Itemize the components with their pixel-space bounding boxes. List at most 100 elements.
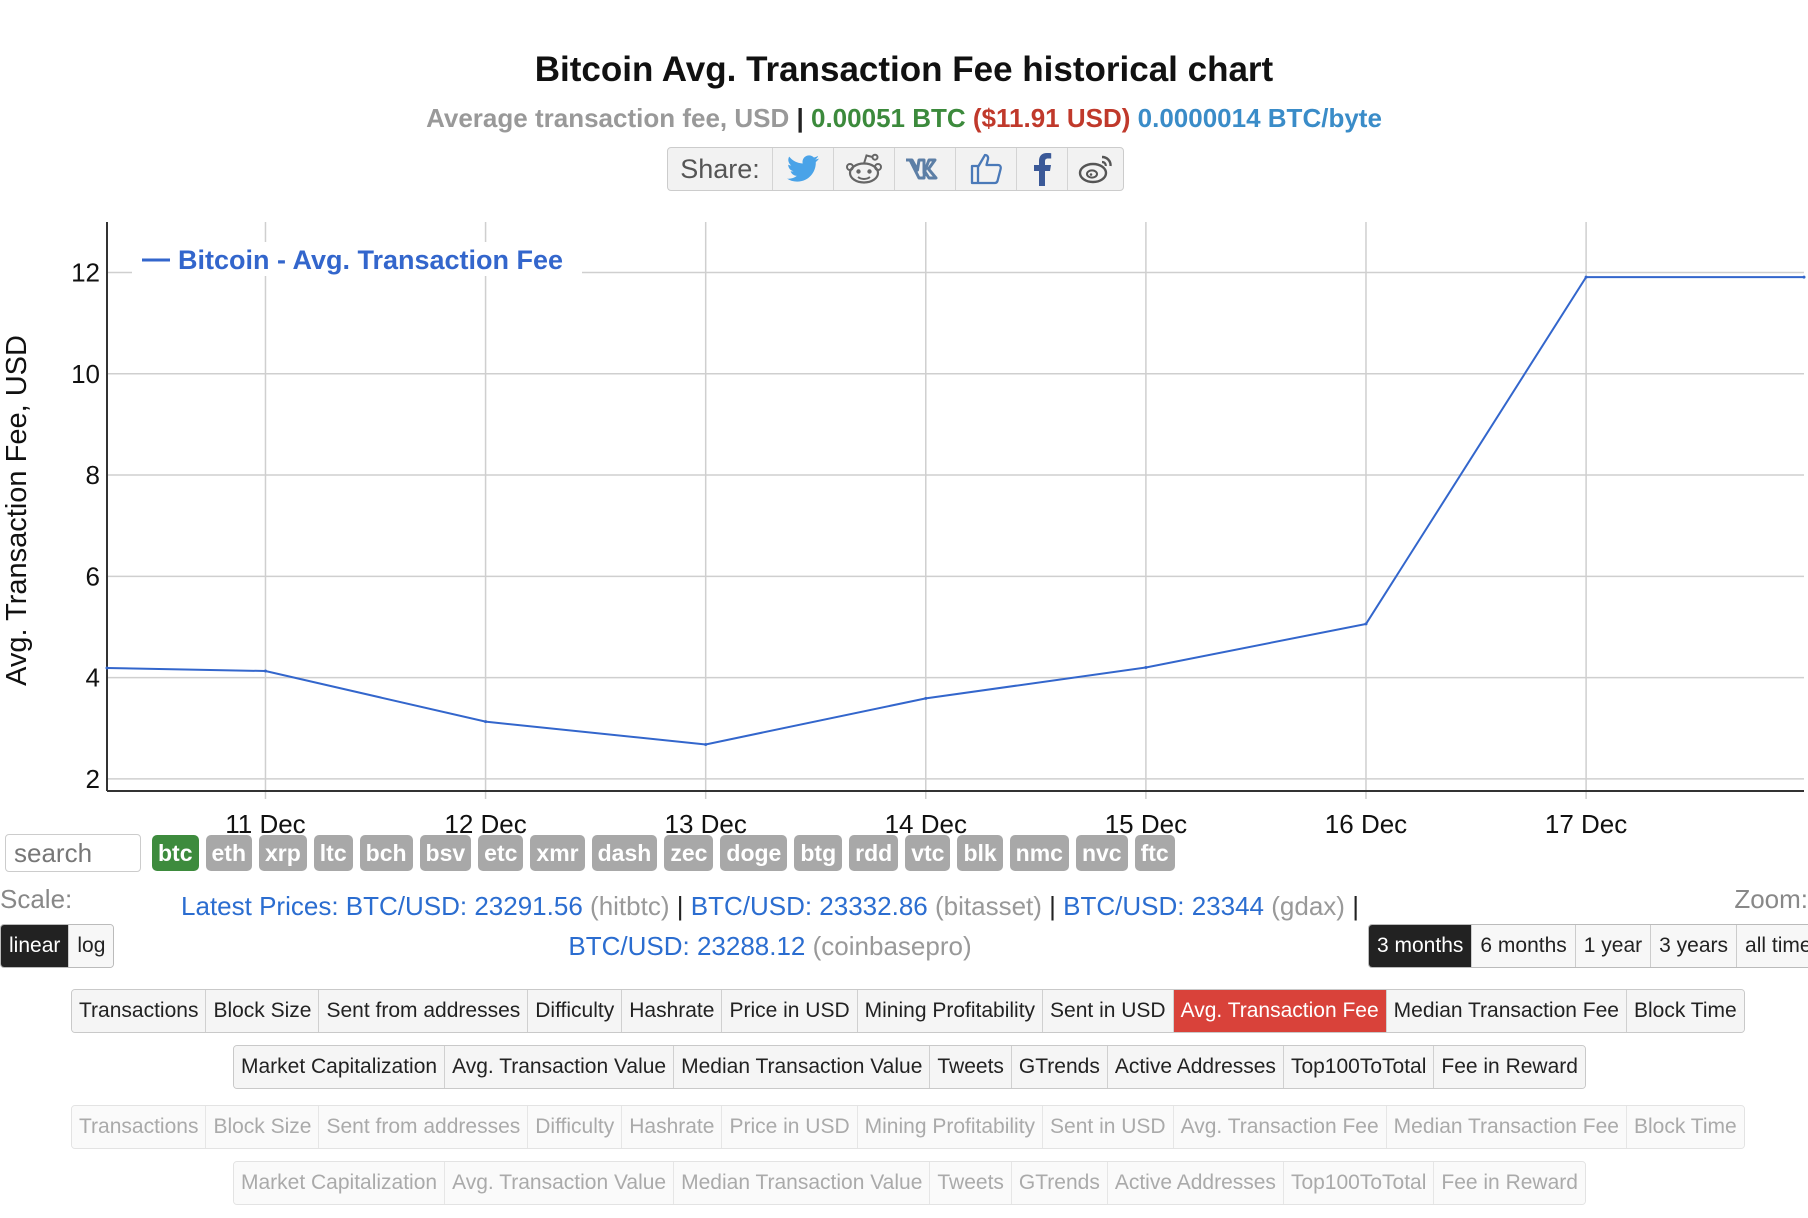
metric-tab-tweets[interactable]: Tweets [929,1046,1011,1088]
metric-link-block-time[interactable]: Block Time [1625,1106,1744,1148]
coin-dash-button[interactable]: dash [591,835,658,871]
latest-prices: Latest Prices: BTC/USD: 23291.56 (hitbtc… [160,886,1380,966]
metric-tab-gtrends[interactable]: GTrends [1010,1046,1107,1088]
metric-link-top100tototal[interactable]: Top100ToTotal [1282,1162,1434,1204]
metric-tab-block-size[interactable]: Block Size [205,990,319,1032]
metric-link-tweets[interactable]: Tweets [929,1162,1011,1204]
metric-tab-avg-transaction-fee[interactable]: Avg. Transaction Fee [1172,990,1386,1032]
x-tick-label: 16 Dec [1325,809,1407,839]
metric-tab-difficulty[interactable]: Difficulty [527,990,622,1032]
fee-usd: ($11.91 USD) [972,103,1131,133]
coin-vtc-button[interactable]: vtc [905,835,951,871]
metric-tab-price-in-usd[interactable]: Price in USD [721,990,857,1032]
metric-link-transactions[interactable]: Transactions [72,1106,206,1148]
metric-link-sent-from-addresses[interactable]: Sent from addresses [318,1106,528,1148]
scale-label: Scale: [0,884,73,914]
metric-link-gtrends[interactable]: GTrends [1010,1162,1107,1204]
vk-icon[interactable] [894,148,955,190]
coin-xrp-button[interactable]: xrp [259,835,307,871]
coin-selector: btc eth xrp ltc bch bsv etc xmr dash zec doge btg rd… [152,835,1175,871]
price-value[interactable]: BTC/USD: 23291.56 [345,891,583,921]
zoom-all-time-button[interactable]: all time [1736,925,1808,967]
y-axis-title: Avg. Transaction Fee, USD [1,335,33,686]
metric-links-row-2: Market Capitalization Avg. Transaction Va… [233,1161,1586,1205]
coin-ltc-button[interactable]: ltc [313,835,353,871]
price-separator: | [1352,891,1359,921]
scale-log-button[interactable]: log [68,925,114,967]
metric-link-avg-transaction-value[interactable]: Avg. Transaction Value [444,1162,674,1204]
metric-tab-market-capitalization[interactable]: Market Capitalization [234,1046,445,1088]
coin-rdd-button[interactable]: rdd [849,835,899,871]
coin-nmc-button[interactable]: nmc [1009,835,1069,871]
coin-blk-button[interactable]: blk [957,835,1003,871]
reddit-icon[interactable] [833,148,894,190]
metric-link-market-capitalization[interactable]: Market Capitalization [234,1162,445,1204]
price-separator: | [1049,891,1056,921]
coin-xmr-button[interactable]: xmr [530,835,585,871]
metric-tab-median-transaction-fee[interactable]: Median Transaction Fee [1385,990,1626,1032]
data-point [1802,275,1806,279]
prices-label: Latest Prices: [181,891,339,921]
coin-ftc-button[interactable]: ftc [1134,835,1175,871]
x-tick-label: 17 Dec [1545,809,1627,839]
metric-link-difficulty[interactable]: Difficulty [527,1106,622,1148]
y-tick-label: 10 [71,359,100,389]
coin-bsv-button[interactable]: bsv [419,835,472,871]
metric-tab-mining-profitability[interactable]: Mining Profitability [856,990,1043,1032]
metric-link-sent-in-usd[interactable]: Sent in USD [1042,1106,1173,1148]
metric-tab-fee-in-reward[interactable]: Fee in Reward [1433,1046,1585,1088]
zoom-3-years-button[interactable]: 3 years [1650,925,1737,967]
price-source: (coinbasepro) [812,931,972,961]
y-tick-label: 8 [86,460,100,490]
coin-etc-button[interactable]: etc [478,835,524,871]
search-input[interactable] [5,834,141,872]
metric-tab-hashrate[interactable]: Hashrate [621,990,722,1032]
metric-tab-sent-in-usd[interactable]: Sent in USD [1042,990,1173,1032]
coin-nvc-button[interactable]: nvc [1075,835,1128,871]
data-point [484,720,488,724]
data-point [105,666,109,670]
metric-tab-top100tototal[interactable]: Top100ToTotal [1282,1046,1434,1088]
metric-link-active-addresses[interactable]: Active Addresses [1106,1162,1283,1204]
metric-tabs-row-2: Market Capitalization Avg. Transaction Va… [233,1045,1586,1089]
facebook-icon[interactable] [1016,148,1067,190]
metric-tab-active-addresses[interactable]: Active Addresses [1106,1046,1283,1088]
price-value[interactable]: BTC/USD: 23344 [1063,891,1265,921]
metric-tab-sent-from-addresses[interactable]: Sent from addresses [318,990,528,1032]
metric-link-hashrate[interactable]: Hashrate [621,1106,722,1148]
zoom-1-year-button[interactable]: 1 year [1574,925,1651,967]
scale-linear-button[interactable]: linear [1,925,69,967]
coin-bch-button[interactable]: bch [359,835,413,871]
metric-link-median-transaction-fee[interactable]: Median Transaction Fee [1385,1106,1626,1148]
page-subtitle: Average transaction fee, USD | 0.00051 B… [0,103,1808,134]
metric-tab-transactions[interactable]: Transactions [72,990,206,1032]
weibo-icon[interactable] [1067,148,1123,190]
share-label: Share: [680,153,760,184]
share-bar: Share: [667,147,1124,191]
coin-eth-button[interactable]: eth [205,835,252,871]
metric-link-fee-in-reward[interactable]: Fee in Reward [1433,1162,1585,1204]
y-tick-label: 2 [86,764,100,794]
zoom-6-months-button[interactable]: 6 months [1471,925,1575,967]
metric-link-block-size[interactable]: Block Size [205,1106,319,1148]
metric-tab-block-time[interactable]: Block Time [1625,990,1744,1032]
price-value[interactable]: BTC/USD: 23288.12 [568,931,806,961]
coin-btg-button[interactable]: btg [794,835,843,871]
x-tick-label: 11 Dec [225,809,305,839]
metric-link-avg-transaction-fee[interactable]: Avg. Transaction Fee [1172,1106,1386,1148]
price-value[interactable]: BTC/USD: 23332.86 [690,891,928,921]
twitter-icon[interactable] [772,148,833,190]
metric-tab-median-transaction-value[interactable]: Median Transaction Value [673,1046,930,1088]
coin-doge-button[interactable]: doge [720,835,788,871]
metric-link-price-in-usd[interactable]: Price in USD [721,1106,857,1148]
price-source: (bitasset) [934,891,1042,921]
metric-tab-avg-transaction-value[interactable]: Avg. Transaction Value [444,1046,674,1088]
coin-btc-button[interactable]: btc [152,835,199,871]
metric-link-median-transaction-value[interactable]: Median Transaction Value [673,1162,930,1204]
metric-link-mining-profitability[interactable]: Mining Profitability [856,1106,1043,1148]
like-icon[interactable] [955,148,1016,190]
data-point [1144,665,1148,669]
coin-zec-button[interactable]: zec [664,835,714,871]
metric-tabs-row-1: Transactions Block Size Sent from addresse… [71,989,1745,1033]
zoom-3-months-button[interactable]: 3 months [1369,925,1472,967]
